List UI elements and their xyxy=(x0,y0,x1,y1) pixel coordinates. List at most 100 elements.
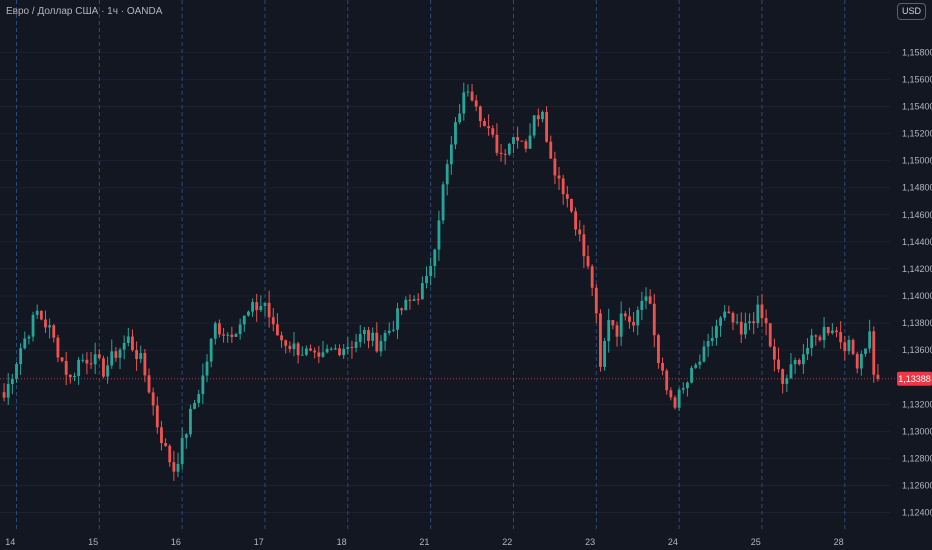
candle-body xyxy=(586,256,590,267)
candle-body xyxy=(222,334,225,336)
candle-body xyxy=(56,337,60,358)
candle-body xyxy=(52,325,56,338)
candle-body xyxy=(408,299,412,301)
candle-body xyxy=(731,312,735,323)
candle-body xyxy=(872,331,876,375)
y-axis-label: 1,15200 xyxy=(902,129,932,139)
candle-body xyxy=(818,336,822,341)
candle-body xyxy=(284,340,288,346)
candle-body xyxy=(317,352,321,357)
candle-body xyxy=(594,287,598,314)
candle-body xyxy=(396,308,399,330)
candle-body xyxy=(797,360,801,365)
candle-body xyxy=(570,198,573,212)
candle-body xyxy=(487,126,491,129)
y-axis-label: 1,14600 xyxy=(902,210,932,220)
candle-body xyxy=(164,443,167,446)
candle-body xyxy=(719,317,722,326)
candle-body xyxy=(810,335,814,348)
candle-body xyxy=(445,164,449,185)
candle-body xyxy=(694,364,698,368)
candle-body xyxy=(466,91,470,93)
x-axis-label: 18 xyxy=(337,537,347,547)
candle-body xyxy=(160,427,163,444)
candle-body xyxy=(325,348,329,353)
candle-body xyxy=(474,100,478,107)
candle-body xyxy=(690,367,693,383)
x-axis-label: 24 xyxy=(668,537,678,547)
candle-body xyxy=(532,115,536,136)
symbol-title: Евро / Доллар США · 1ч · OANDA xyxy=(6,6,163,17)
candle-body xyxy=(499,152,503,154)
candle-body xyxy=(665,370,669,391)
candle-body xyxy=(400,308,404,311)
candle-body xyxy=(715,325,718,338)
candle-body xyxy=(93,354,97,365)
candle-body xyxy=(615,325,619,337)
candle-body xyxy=(213,323,217,339)
candle-body xyxy=(462,92,466,114)
candle-body xyxy=(859,353,863,369)
candle-body xyxy=(735,321,739,323)
candle-body xyxy=(259,306,263,311)
candle-body xyxy=(197,394,201,403)
candle-body xyxy=(135,350,139,360)
candle-body xyxy=(830,330,834,334)
candle-body xyxy=(536,115,540,120)
candle-body xyxy=(234,334,238,337)
candle-body xyxy=(503,153,507,155)
candle-body xyxy=(267,302,271,318)
candle-body xyxy=(383,332,387,342)
candle-body xyxy=(628,316,631,322)
candle-body xyxy=(367,330,370,341)
x-axis-label: 14 xyxy=(5,537,15,547)
y-axis-label: 1,13600 xyxy=(902,345,932,355)
candle-body xyxy=(851,339,855,354)
candle-body xyxy=(777,359,780,370)
candle-body xyxy=(590,266,594,288)
candle-body xyxy=(333,348,337,350)
candle-body xyxy=(391,329,395,331)
candle-body xyxy=(68,374,72,378)
candle-body xyxy=(607,320,611,342)
candle-body xyxy=(354,341,358,348)
candle-body xyxy=(752,321,756,324)
candle-body xyxy=(661,363,664,371)
candle-body xyxy=(416,299,420,301)
candle-body xyxy=(201,375,205,395)
y-axis-label: 1,15400 xyxy=(902,101,932,111)
y-axis-label: 1,13200 xyxy=(902,399,932,409)
candle-body xyxy=(371,332,375,341)
candle-body xyxy=(619,313,623,337)
y-axis-label: 1,13800 xyxy=(902,318,932,328)
currency-button[interactable]: USD xyxy=(897,3,926,20)
candle-body xyxy=(155,405,159,428)
y-axis-label: 1,12800 xyxy=(902,453,932,463)
x-axis-label: 21 xyxy=(419,537,429,547)
candle-body xyxy=(864,348,867,354)
candle-body xyxy=(677,389,681,408)
candle-body xyxy=(657,335,660,364)
x-axis-label: 17 xyxy=(254,537,264,547)
candle-body xyxy=(868,331,872,349)
candle-body xyxy=(578,229,582,235)
x-axis-label: 28 xyxy=(834,537,844,547)
candle-body xyxy=(449,144,453,165)
candle-body xyxy=(512,137,515,144)
candle-body xyxy=(686,382,689,389)
candle-body xyxy=(193,402,196,409)
candle-body xyxy=(10,378,14,384)
candle-body xyxy=(545,111,549,142)
candle-body xyxy=(632,321,635,326)
candle-body xyxy=(404,299,408,311)
candle-body xyxy=(131,336,134,351)
candle-body xyxy=(387,330,391,333)
candle-body xyxy=(168,445,172,463)
y-axis-label: 1,14200 xyxy=(902,264,932,274)
candle-body xyxy=(189,408,192,435)
candle-body xyxy=(764,318,768,324)
candle-body xyxy=(205,361,209,376)
candle-body xyxy=(785,378,789,384)
candle-body xyxy=(843,342,847,352)
